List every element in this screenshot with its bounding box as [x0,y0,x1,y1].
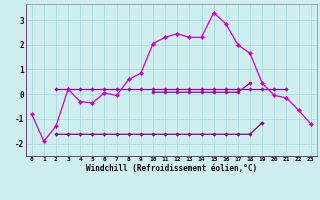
X-axis label: Windchill (Refroidissement éolien,°C): Windchill (Refroidissement éolien,°C) [86,164,257,173]
